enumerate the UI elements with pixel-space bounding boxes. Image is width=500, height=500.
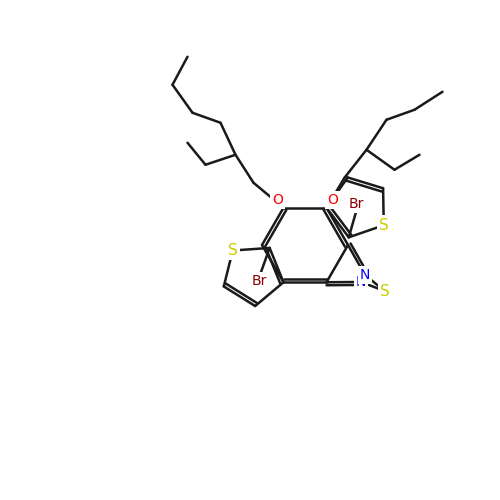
Text: O: O [272,193,283,207]
Text: S: S [228,243,237,258]
Text: N: N [356,275,366,289]
Text: N: N [360,268,370,282]
Text: Br: Br [349,198,364,211]
Text: Br: Br [252,274,268,288]
Text: S: S [379,218,388,233]
Text: O: O [327,193,338,207]
Text: S: S [380,284,390,298]
